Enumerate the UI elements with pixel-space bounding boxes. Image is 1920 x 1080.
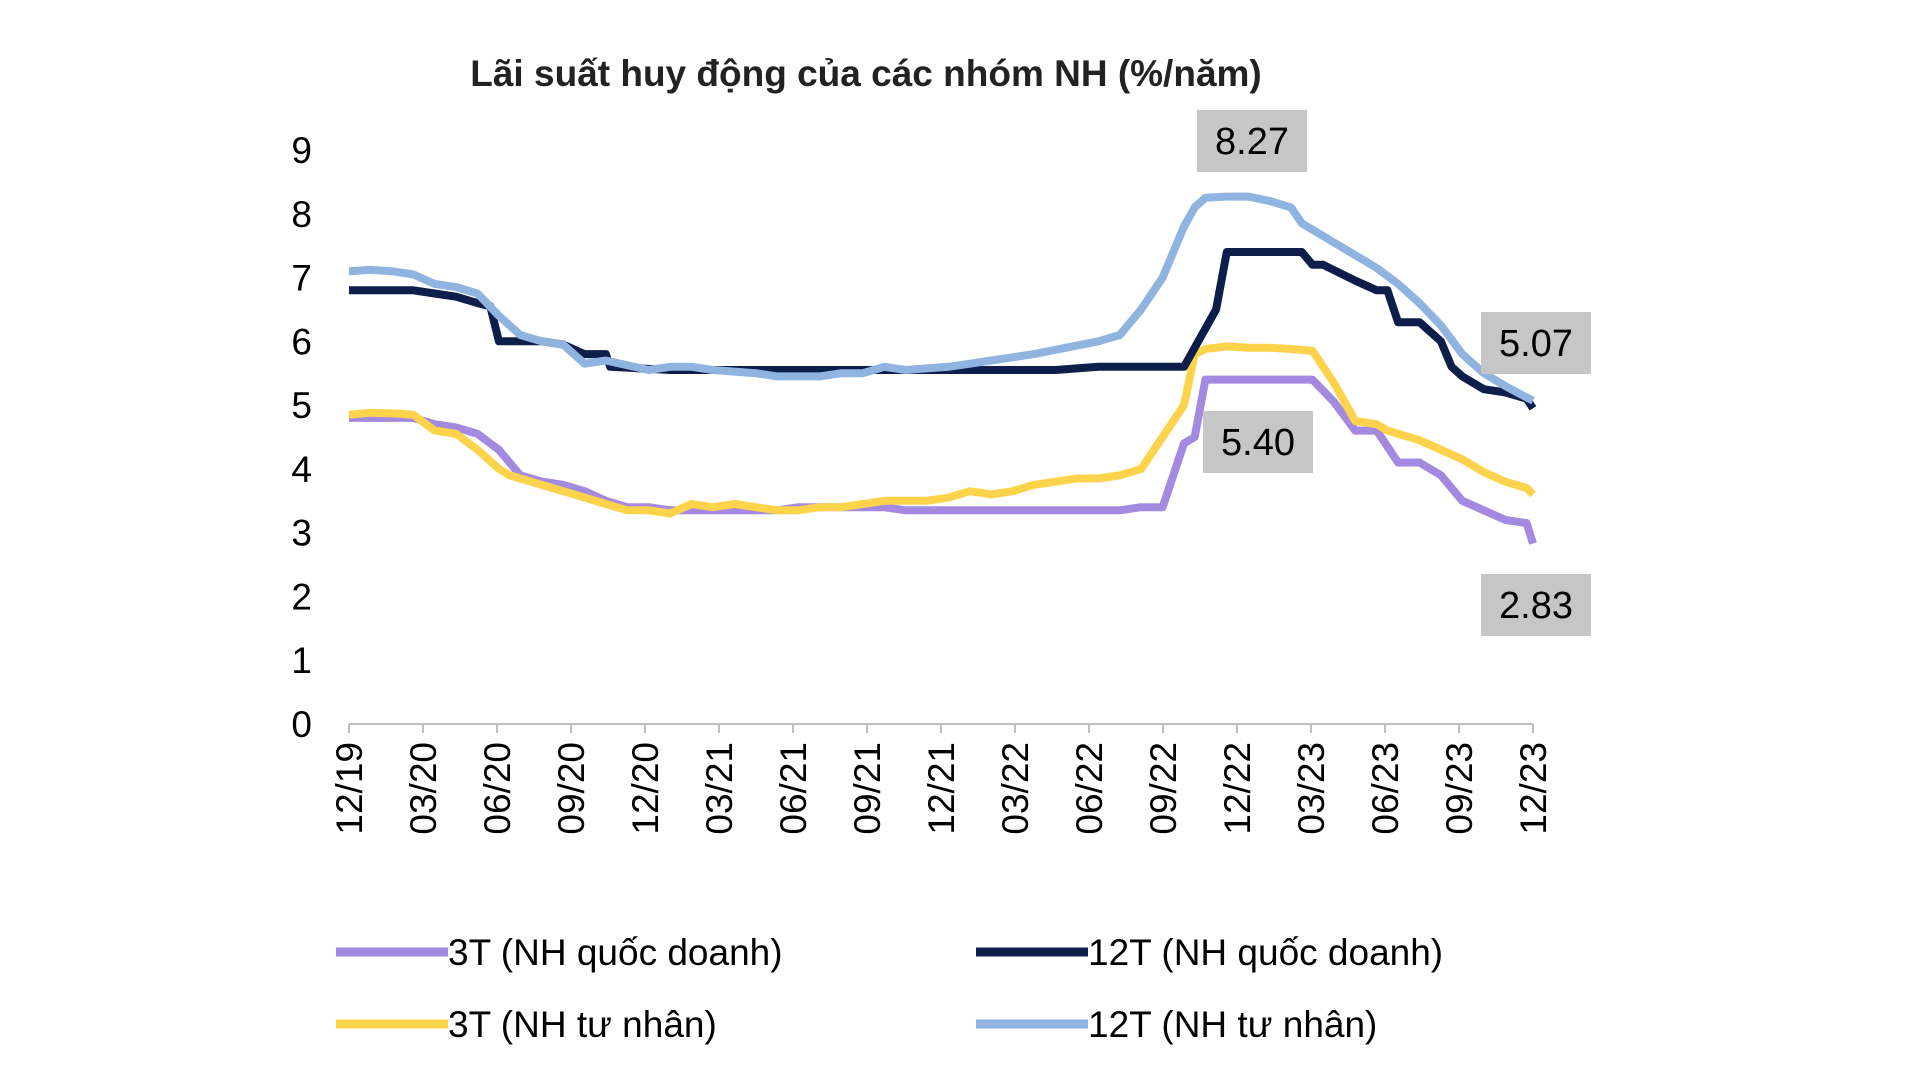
x-tick-label: 09/23 [1439,742,1480,835]
series-line-3t-nh-qu-c-doanh- [349,375,1537,545]
legend-label: 3T (NH quốc doanh) [448,932,783,973]
legend-label: 3T (NH tư nhân) [448,1004,717,1045]
x-tick-label: 06/20 [477,742,518,835]
x-tick-label: 09/21 [847,742,888,835]
y-tick-label: 5 [291,385,312,426]
x-tick-label: 06/21 [773,742,814,835]
series-line-3t-nh-t-nh-n- [348,342,1536,518]
y-tick-label: 3 [291,513,312,554]
y-tick-label: 1 [291,640,312,681]
callout-box [1203,411,1313,473]
callout-box [1197,110,1307,172]
chart-title: Lãi suất huy động của các nhóm NH (%/năm… [470,53,1262,94]
x-tick-label: 12/20 [625,742,666,835]
x-tick-label: 03/20 [403,742,444,835]
x-tick-label: 12/19 [329,742,370,835]
callout-label: 5.40 [1203,411,1313,473]
callout-value: 5.07 [1499,323,1573,365]
legend-item: 3T (NH tư nhân) [336,1004,717,1045]
legend-label: 12T (NH tư nhân) [1088,1004,1377,1045]
y-tick-label: 8 [291,194,312,235]
x-tick-label: 03/21 [699,742,740,835]
y-tick-label: 6 [291,321,312,362]
callout-label: 8.27 [1197,110,1307,172]
legend-item: 3T (NH quốc doanh) [336,932,783,973]
x-tick-label: 12/23 [1513,742,1554,835]
x-tick-label: 12/21 [921,742,962,835]
y-tick-label: 7 [291,258,312,299]
x-tick-label: 06/23 [1365,742,1406,835]
x-tick-label: 09/20 [551,742,592,835]
callout-value: 5.40 [1221,422,1295,464]
legend-item: 12T (NH tư nhân) [976,1004,1377,1045]
x-tick-label: 09/22 [1143,742,1184,835]
callouts: 8.27 5.07 5.40 2.83 [1197,110,1591,636]
x-tick-label: 03/23 [1291,742,1332,835]
callout-label: 2.83 [1481,574,1591,636]
axes: 0 1 2 3 4 5 6 7 8 9 12/19 03/20 06/20 09/20 12/20 03/21… [291,130,1554,835]
x-tick-label: 12/22 [1217,742,1258,835]
series-line-12t-nh-qu-c-doanh- [349,248,1537,411]
y-tick-label: 0 [291,704,312,745]
callout-box [1481,574,1591,636]
callout-box [1481,312,1591,374]
callout-value: 2.83 [1499,585,1573,627]
y-tick-label: 9 [291,130,312,171]
callout-value: 8.27 [1215,121,1289,163]
y-tick-label: 2 [291,576,312,617]
x-tick-label: 03/22 [995,742,1036,835]
legend: 3T (NH quốc doanh) 12T (NH quốc doanh) 3T … [336,932,1443,1045]
x-tick-label: 06/22 [1069,742,1110,835]
legend-label: 12T (NH quốc doanh) [1088,932,1443,973]
legend-item: 12T (NH quốc doanh) [976,932,1443,973]
y-tick-label: 4 [291,449,312,490]
series-line-12t-nh-t-nh-n- [348,192,1535,405]
callout-label: 5.07 [1481,312,1591,374]
series-lines [348,192,1537,545]
